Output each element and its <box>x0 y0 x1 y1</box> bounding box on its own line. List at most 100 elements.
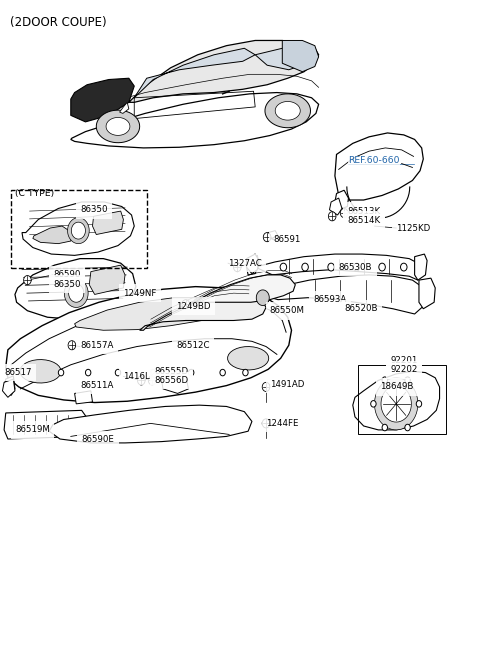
Circle shape <box>353 263 360 271</box>
Text: 86590: 86590 <box>53 270 80 279</box>
Polygon shape <box>415 254 427 280</box>
Circle shape <box>233 262 241 271</box>
Polygon shape <box>6 286 291 403</box>
Circle shape <box>400 263 407 271</box>
Circle shape <box>262 383 270 392</box>
Polygon shape <box>134 48 255 97</box>
Text: 1491AD: 1491AD <box>270 380 304 389</box>
Text: 86519M: 86519M <box>15 425 50 434</box>
Polygon shape <box>329 198 342 215</box>
Text: 1327AC: 1327AC <box>228 259 262 267</box>
Polygon shape <box>93 211 123 235</box>
Circle shape <box>405 377 410 383</box>
Polygon shape <box>33 226 72 244</box>
Text: 18649B: 18649B <box>380 383 413 391</box>
Polygon shape <box>4 410 88 439</box>
Polygon shape <box>71 93 319 148</box>
Polygon shape <box>106 118 130 135</box>
Text: 86593A: 86593A <box>313 295 347 304</box>
Polygon shape <box>265 94 311 128</box>
Polygon shape <box>255 48 315 70</box>
Circle shape <box>85 370 91 376</box>
Polygon shape <box>256 290 269 305</box>
Circle shape <box>115 370 120 376</box>
Polygon shape <box>129 41 319 102</box>
Polygon shape <box>268 231 278 239</box>
Polygon shape <box>247 254 259 273</box>
Polygon shape <box>71 78 134 122</box>
Polygon shape <box>20 360 61 383</box>
Polygon shape <box>374 378 418 430</box>
Text: (2DOOR COUPE): (2DOOR COUPE) <box>10 16 106 29</box>
Text: 92201: 92201 <box>391 356 418 366</box>
Circle shape <box>220 370 225 376</box>
Circle shape <box>137 376 145 385</box>
Circle shape <box>382 377 387 383</box>
Polygon shape <box>262 286 274 302</box>
Polygon shape <box>64 279 88 307</box>
Polygon shape <box>185 275 295 306</box>
Polygon shape <box>275 101 300 120</box>
Polygon shape <box>247 255 259 275</box>
Polygon shape <box>419 278 435 309</box>
Polygon shape <box>255 275 425 314</box>
Text: 86550M: 86550M <box>270 306 305 315</box>
Polygon shape <box>282 41 319 72</box>
Text: 86517: 86517 <box>4 368 32 377</box>
Polygon shape <box>4 376 15 396</box>
Text: 1249BD: 1249BD <box>176 301 211 311</box>
Text: 86350: 86350 <box>53 279 81 288</box>
Circle shape <box>371 401 376 407</box>
Text: (C TYPE): (C TYPE) <box>15 189 54 198</box>
Circle shape <box>189 370 194 376</box>
Polygon shape <box>96 110 140 143</box>
Bar <box>11 190 147 268</box>
Polygon shape <box>89 265 125 294</box>
Circle shape <box>243 370 248 376</box>
Polygon shape <box>335 133 423 200</box>
Polygon shape <box>335 190 348 210</box>
Circle shape <box>264 233 271 242</box>
Circle shape <box>302 263 308 271</box>
Polygon shape <box>2 379 15 398</box>
Bar <box>358 365 446 434</box>
Text: 1125KD: 1125KD <box>396 224 431 233</box>
Circle shape <box>280 263 287 271</box>
Text: 86590E: 86590E <box>82 435 115 444</box>
Circle shape <box>24 275 31 284</box>
Text: 1244FE: 1244FE <box>266 419 299 428</box>
Polygon shape <box>140 293 266 330</box>
Circle shape <box>416 401 421 407</box>
Circle shape <box>151 370 156 376</box>
Polygon shape <box>69 284 84 302</box>
Text: 1249NF: 1249NF <box>123 288 157 298</box>
Circle shape <box>328 212 336 221</box>
Text: 86350: 86350 <box>80 205 108 215</box>
Text: 86520B: 86520B <box>344 304 378 313</box>
Polygon shape <box>255 254 420 280</box>
Text: 92202: 92202 <box>391 366 418 375</box>
Text: REF.60-660: REF.60-660 <box>348 156 400 165</box>
Text: 86591: 86591 <box>274 235 301 243</box>
Circle shape <box>340 209 348 218</box>
Circle shape <box>182 300 190 309</box>
Polygon shape <box>72 222 85 239</box>
Polygon shape <box>49 405 252 443</box>
Circle shape <box>382 424 387 431</box>
Polygon shape <box>74 298 228 330</box>
Polygon shape <box>15 258 136 319</box>
Polygon shape <box>120 102 129 113</box>
Text: 86511A: 86511A <box>80 381 113 390</box>
Polygon shape <box>381 386 411 422</box>
Polygon shape <box>74 391 93 404</box>
Circle shape <box>405 424 410 431</box>
Text: 86512C: 86512C <box>176 341 209 350</box>
Circle shape <box>379 263 385 271</box>
Polygon shape <box>353 371 440 430</box>
Text: 86555D: 86555D <box>154 367 189 376</box>
Polygon shape <box>22 202 134 255</box>
Text: 86556D: 86556D <box>154 376 189 385</box>
Circle shape <box>148 376 156 385</box>
Circle shape <box>68 341 76 350</box>
Circle shape <box>262 419 270 428</box>
